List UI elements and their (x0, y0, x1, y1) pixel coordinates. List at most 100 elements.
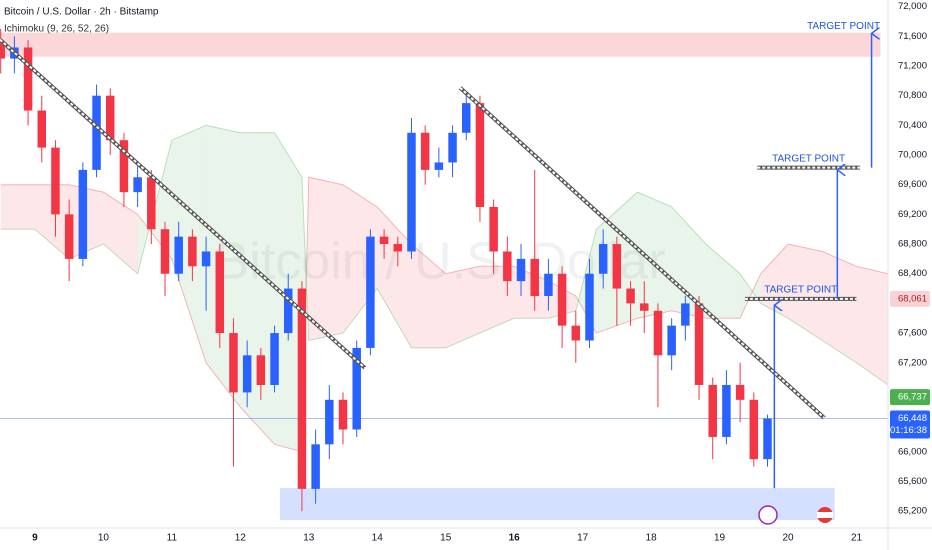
x-tick-label: 17 (577, 533, 589, 544)
candle-body (530, 258, 539, 296)
y-tick-label: 70,800 (898, 90, 927, 101)
cloud-segment (671, 206, 706, 319)
candle-body (92, 95, 101, 170)
candle-body (749, 399, 759, 460)
x-tick-label: 18 (646, 533, 658, 544)
y-tick-label: 69,200 (898, 209, 927, 220)
cloud-segment (103, 192, 138, 274)
candle-body (489, 206, 498, 252)
y-tick-label: 65,200 (898, 506, 927, 517)
price-label: 68,061 (898, 293, 927, 304)
candle-body (379, 236, 389, 245)
y-tick-label: 71,200 (898, 61, 927, 72)
candle-body (51, 147, 60, 215)
trendline-dash (0, 38, 366, 369)
cloud-segment (411, 244, 446, 348)
candle-body (407, 132, 416, 252)
y-tick-label: 65,600 (898, 476, 927, 487)
candle-body (64, 214, 74, 259)
candle-body (160, 229, 170, 274)
candle-body (475, 103, 485, 207)
y-tick-label: 66,000 (898, 446, 927, 457)
candle-body (503, 251, 512, 282)
candle-body (626, 288, 635, 304)
candle-body (338, 399, 348, 430)
candle-body (229, 333, 238, 393)
cloud-line (0, 176, 889, 453)
cloud-segment (788, 244, 823, 341)
x-tick-label: 19 (714, 533, 726, 544)
cloud-segment (308, 177, 344, 341)
target-label: TARGET POINT (807, 21, 880, 32)
x-tick-label: 15 (440, 533, 452, 544)
price-label: 66,448 (898, 413, 927, 424)
candle-body (462, 103, 471, 133)
y-tick-label: 67,200 (898, 357, 927, 368)
y-tick-label: 72,000 (898, 1, 927, 12)
candle-body (557, 273, 567, 326)
candle-body (188, 236, 197, 267)
candle-body (448, 132, 457, 163)
candle-body (311, 444, 320, 489)
x-tick-label: 12 (235, 533, 247, 544)
indicator-label: Ichimoku (9, 26, 52, 26) (4, 24, 109, 35)
cloud-segment (740, 273, 761, 319)
y-tick-label: 69,600 (898, 179, 927, 190)
candle-body (256, 355, 266, 385)
candle-body (352, 347, 361, 430)
candle-body (612, 244, 622, 289)
event-icon[interactable] (758, 505, 778, 525)
candle-body (544, 273, 553, 296)
countdown: 01:16:38 (890, 425, 927, 436)
candle-body (174, 236, 183, 274)
candle-body (201, 251, 211, 267)
candle-body (653, 310, 663, 356)
y-tick-label: 70,000 (898, 150, 927, 161)
zone (0, 32, 881, 57)
y-tick-label: 67,600 (898, 328, 927, 339)
candle-body (434, 162, 444, 170)
candle-body (325, 399, 334, 445)
candle-body (366, 236, 375, 348)
candle-body (105, 95, 115, 141)
zone (280, 488, 835, 520)
main-layer: TARGET POINT TARGET POINT TARGET POINT (0, 21, 880, 512)
x-tick-label: 11 (167, 533, 178, 544)
candle-body (735, 384, 745, 400)
candle-body (598, 244, 608, 274)
candle-body (420, 132, 430, 170)
candle-body (242, 355, 252, 393)
candle-body (133, 177, 142, 193)
candle-body (78, 169, 88, 259)
y-tick-label: 70,400 (898, 120, 927, 131)
x-tick-label: 9 (32, 533, 38, 544)
cloud-segment (445, 266, 480, 348)
background-layer: Bitcoin / U.S. Dollar (0, 32, 889, 520)
y-tick-label: 71,600 (898, 31, 927, 42)
candle-body (283, 288, 293, 334)
candle-body (516, 258, 526, 282)
candle-body (681, 303, 690, 326)
cloud-segment (0, 184, 35, 230)
candle-body (708, 384, 717, 437)
candle-body (215, 251, 225, 334)
candle-body (23, 47, 33, 111)
candle-body (270, 333, 279, 385)
cloud-segment (822, 251, 857, 363)
y-tick-label: 68,400 (898, 268, 927, 279)
trendline-dash (459, 87, 825, 419)
price-label-box (890, 389, 930, 406)
candle-body (585, 273, 594, 341)
cloud-segment (705, 244, 741, 319)
candle-body (763, 418, 772, 460)
price-label: 66,737 (898, 392, 927, 403)
candle-body (694, 303, 704, 385)
cloud-segment (637, 192, 672, 319)
candle-body (393, 244, 403, 252)
candle-body (147, 177, 156, 230)
x-tick-label: 20 (782, 533, 794, 544)
target-label: TARGET POINT (772, 153, 845, 164)
x-tick-label: 14 (372, 533, 384, 544)
x-tick-label: 21 (851, 533, 863, 544)
